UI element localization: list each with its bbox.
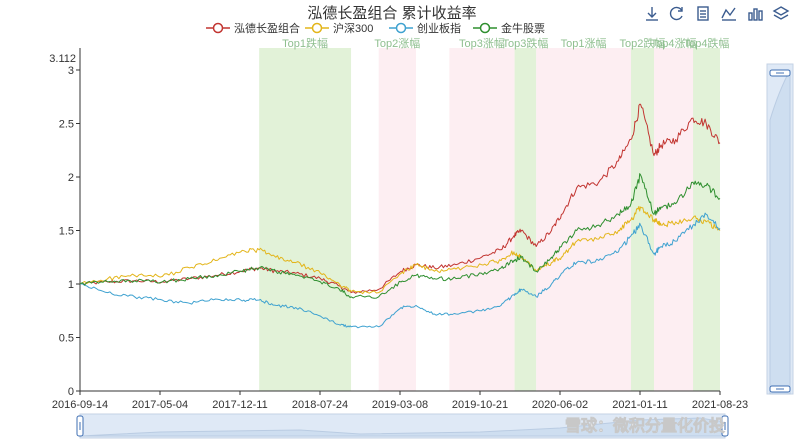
band-6 bbox=[654, 48, 694, 391]
legend-item-1[interactable]: 沪深300 bbox=[305, 21, 373, 35]
watermark: 雪球：微积分量化价投 bbox=[565, 416, 725, 435]
x-tick-label-7: 2021-01-11 bbox=[612, 399, 667, 411]
vertical-zoom-handle-bottom[interactable] bbox=[769, 385, 791, 393]
line-type-icon[interactable] bbox=[721, 7, 736, 21]
series-line-0 bbox=[79, 103, 721, 294]
x-tick-label-0: 2016-09-14 bbox=[52, 399, 108, 411]
legend-label-0: 泓德长盈组合 bbox=[234, 21, 300, 35]
legend[interactable]: 泓德长盈组合 沪深300 创业板指 金牛股票 bbox=[206, 21, 545, 35]
band-2 bbox=[449, 48, 515, 391]
band-label-1: Top2涨幅 bbox=[374, 37, 420, 50]
x-tick-label-5: 2019-10-21 bbox=[452, 399, 508, 411]
legend-marker-1 bbox=[311, 22, 323, 34]
x-tick-label-2: 2017-12-11 bbox=[212, 399, 267, 411]
legend-item-0[interactable]: 泓德长盈组合 bbox=[206, 21, 300, 35]
band-label-0: Top1跌幅 bbox=[282, 36, 328, 50]
series-line-3 bbox=[79, 173, 721, 299]
x-tick-label-1: 2017-05-04 bbox=[132, 399, 188, 411]
band-3 bbox=[514, 48, 537, 391]
data-view-icon[interactable] bbox=[697, 6, 709, 21]
y-tick-label-0: 0 bbox=[68, 386, 74, 398]
x-tick-label-4: 2019-03-08 bbox=[372, 399, 428, 411]
legend-item-2[interactable]: 创业板指 bbox=[389, 21, 461, 35]
axes: 3.112 0 0.5 1 1.5 2 2.5 3 2016-09-14 2017-05-04 20… bbox=[49, 48, 748, 411]
legend-marker-0 bbox=[212, 22, 224, 34]
stack-icon[interactable] bbox=[772, 6, 790, 20]
series-lines bbox=[79, 103, 721, 329]
band-label-7: Top4跌幅 bbox=[684, 36, 730, 50]
y-tick-label-5: 2.5 bbox=[59, 118, 74, 130]
band-5 bbox=[630, 48, 655, 391]
y-tick-label-4: 2 bbox=[68, 172, 74, 184]
toolbox[interactable] bbox=[646, 6, 790, 21]
band-label-5: Top2跌幅 bbox=[620, 36, 666, 50]
bar-type-icon[interactable] bbox=[748, 8, 763, 21]
download-icon[interactable] bbox=[646, 7, 658, 21]
legend-label-2: 创业板指 bbox=[417, 21, 461, 35]
legend-marker-2 bbox=[395, 22, 407, 34]
chart-title: 泓德长盈组合 累计收益率 bbox=[307, 4, 476, 22]
legend-label-1: 沪深300 bbox=[333, 21, 373, 35]
legend-label-3: 金牛股票 bbox=[501, 21, 545, 35]
highlight-bands bbox=[259, 48, 720, 391]
band-0 bbox=[259, 48, 352, 391]
band-7 bbox=[693, 48, 720, 391]
band-label-4: Top1涨幅 bbox=[561, 37, 607, 50]
x-tick-label-6: 2020-06-02 bbox=[532, 399, 588, 411]
band-label-6: Top4涨幅 bbox=[651, 37, 697, 50]
band-1 bbox=[378, 48, 416, 391]
band-label-3: Top3跌幅 bbox=[502, 36, 548, 50]
band-label-2: Top3涨幅 bbox=[459, 37, 505, 50]
x-tick-label-3: 2018-07-24 bbox=[292, 399, 348, 411]
y-tick-label-6: 3 bbox=[68, 65, 74, 77]
refresh-icon[interactable] bbox=[669, 6, 683, 21]
horizontal-zoom-slider[interactable] bbox=[76, 413, 729, 439]
x-tick-label-8: 2021-08-23 bbox=[692, 399, 748, 411]
horizontal-zoom-handle-left[interactable] bbox=[76, 415, 84, 437]
vertical-zoom-handle-top[interactable] bbox=[769, 69, 791, 77]
legend-marker-3 bbox=[479, 22, 491, 34]
band-4 bbox=[536, 48, 631, 391]
y-tick-label-1: 0.5 bbox=[59, 332, 74, 344]
y-max-label: 3.112 bbox=[49, 53, 76, 65]
y-tick-label-3: 1.5 bbox=[59, 225, 74, 237]
series-line-2 bbox=[79, 212, 721, 329]
vertical-zoom-slider[interactable] bbox=[766, 63, 794, 395]
series-line-1 bbox=[79, 205, 721, 295]
legend-item-3[interactable]: 金牛股票 bbox=[473, 21, 545, 35]
horizontal-zoom-handle-right[interactable] bbox=[721, 415, 729, 437]
y-tick-label-2: 1 bbox=[68, 279, 74, 291]
